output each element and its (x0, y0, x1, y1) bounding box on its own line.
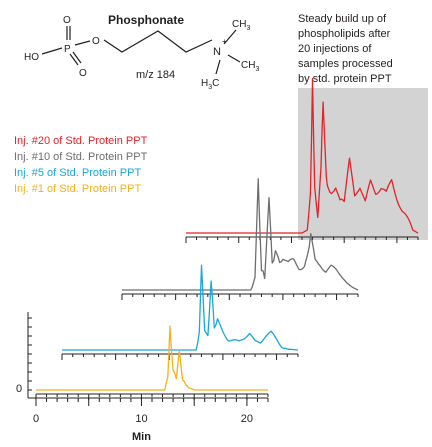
front-axes: 0 0 10 20 Min (16, 312, 269, 443)
annotation-line-1: Steady build up of (298, 13, 387, 25)
structure-title: Phosphonate (108, 13, 184, 27)
x-tick-label: 0 (33, 413, 39, 425)
legend-entry-2: Inj. #10 of Std. Protein PPT (14, 151, 148, 163)
bond-p-o-ester (74, 40, 91, 46)
annotation-line-4: samples processed (298, 58, 393, 70)
bond-p-o-bottom (69, 53, 79, 66)
annotation-line-2: phospholipids after (298, 28, 391, 40)
series-line-3 (62, 264, 299, 351)
x-tick-label: 10 (135, 413, 147, 425)
atom-o-ester: O (92, 36, 100, 47)
x-tick-label: 20 (241, 413, 253, 425)
bond-p-o-bottom-double (72, 51, 82, 64)
annotation-line-5: by std. protein PPT (298, 73, 392, 85)
atom-p: P (64, 44, 71, 55)
atom-n-charge: + (222, 37, 227, 46)
bond-n-h3c (215, 59, 221, 75)
trace-group-3 (61, 264, 299, 360)
bond-n-ch3-right (227, 54, 241, 63)
trace-group-1 (185, 77, 419, 243)
atom-h3c: H3C (201, 78, 219, 91)
structure-mz: m/z 184 (136, 69, 175, 81)
atom-ch3-right: CH3 (241, 60, 259, 73)
bond-p-ho (41, 47, 63, 55)
atom-ho: HO (24, 52, 39, 63)
bond-n-ch3-top (223, 29, 237, 45)
legend-entry-4: Inj. #1 of Std. Protein PPT (14, 183, 141, 195)
series-line-4 (36, 325, 268, 391)
trace-group-4 (35, 325, 269, 400)
atom-o-bottom: O (79, 68, 87, 79)
atom-n: N (213, 46, 221, 58)
bond-chain (103, 30, 213, 53)
atom-ch3-top: CH3 (232, 19, 250, 32)
legend-entry-1: Inj. #20 of Std. Protein PPT (14, 135, 148, 147)
legend: Inj. #20 of Std. Protein PPT Inj. #10 of … (14, 135, 148, 195)
series-line-2 (122, 178, 359, 291)
trace-group-2 (121, 178, 359, 300)
atom-o-top: O (63, 15, 71, 26)
x-axis-label: Min (132, 431, 151, 443)
traces (35, 77, 419, 400)
legend-entry-3: Inj. #5 of Std. Protein PPT (14, 167, 141, 179)
series-line-1 (186, 77, 419, 234)
phosphonate-structure (41, 26, 241, 75)
y-tick-label: 0 (16, 383, 22, 395)
annotation-line-3: 20 injections of (298, 43, 372, 55)
